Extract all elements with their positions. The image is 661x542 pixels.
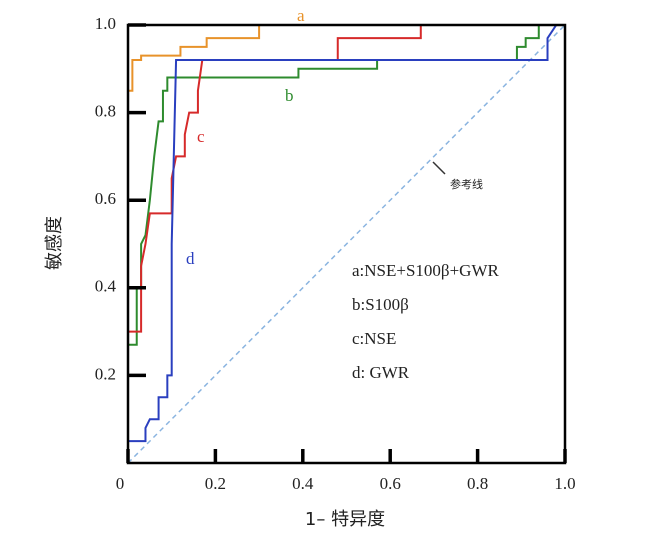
curve-label: c (197, 127, 205, 146)
x-axis-label: 1– 特异度 (305, 509, 385, 530)
curve-label: d (186, 249, 195, 268)
roc-curve (127, 24, 565, 463)
reference-label: 参考线 (450, 177, 483, 191)
curve-label: a (297, 6, 305, 25)
x-tick-label: 0 (116, 474, 125, 493)
x-tick-label: 0.4 (292, 474, 314, 493)
roc-curve (128, 24, 565, 333)
plot-frame (126, 23, 567, 465)
legend-entry: c:NSE (352, 329, 396, 348)
y-tick-label: 0.8 (95, 102, 116, 121)
legend-entry: d: GWR (352, 363, 410, 382)
reference-pointer (432, 161, 446, 175)
roc-curve (128, 24, 565, 346)
legend-entry: b:S100β (352, 295, 409, 314)
y-tick-label: 0.2 (95, 364, 116, 383)
y-axis-label: 敏感度 (44, 216, 65, 270)
legend-entry: a:NSE+S100β+GWR (352, 261, 499, 280)
x-tick-label: 0.8 (467, 474, 488, 493)
reference-line (127, 24, 566, 464)
y-tick-label: 0.6 (95, 189, 116, 208)
curve-label: b (285, 86, 294, 105)
x-tick-label: 0.2 (205, 474, 226, 493)
y-tick-label: 1.0 (95, 14, 116, 33)
y-tick-label: 0.4 (95, 277, 117, 296)
roc-curve (127, 24, 565, 455)
x-tick-label: 1.0 (554, 474, 575, 493)
x-tick-label: 0.6 (380, 474, 401, 493)
